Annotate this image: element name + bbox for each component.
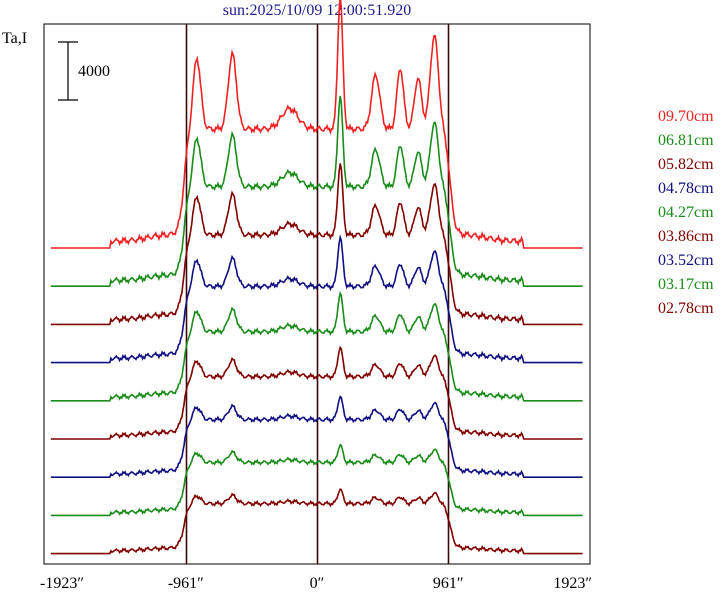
x-tick-label: 961″: [433, 575, 464, 592]
x-tick-labels: -1923″ -961″ 0″ 961″ 1923″: [40, 575, 592, 592]
series-line-06.81cm: [50, 95, 583, 287]
series-line-09.70cm: [50, 0, 583, 249]
scale-bar-label: 4000: [78, 63, 110, 80]
scale-bar: 4000: [58, 41, 110, 101]
chart-title: sun:2025/10/09 12:00:51.920: [222, 2, 412, 19]
legend-entry: 03.17cm: [658, 276, 714, 293]
legend-entry: 05.82cm: [658, 156, 714, 173]
legend-entry: 03.52cm: [658, 252, 714, 269]
series-line-03.52cm: [50, 395, 583, 478]
legend-entry: 06.81cm: [658, 132, 714, 149]
legend-entry: 03.86cm: [658, 228, 714, 245]
legend-entry: 04.78cm: [658, 180, 714, 197]
x-tick-label: 1923″: [553, 575, 592, 592]
series-line-04.27cm: [50, 290, 583, 402]
series-line-04.78cm: [50, 234, 583, 364]
x-tick-label: -961″: [168, 575, 204, 592]
series-line-05.82cm: [50, 163, 583, 326]
legend-entry: 09.70cm: [658, 108, 714, 125]
x-tick-label: -1923″: [40, 575, 84, 592]
series-line-03.17cm: [50, 443, 583, 517]
series-group: [50, 0, 583, 555]
series-line-02.78cm: [50, 488, 583, 555]
legend-entry: 04.27cm: [658, 204, 714, 221]
legend: 09.70cm 06.81cm 05.82cm 04.78cm 04.27cm 03.86…: [658, 105, 725, 321]
legend-entry: 02.78cm: [658, 300, 714, 317]
y-axis-label: Ta,I: [2, 30, 28, 47]
series-line-03.86cm: [50, 345, 583, 440]
x-tick-label: 0″: [310, 575, 325, 592]
